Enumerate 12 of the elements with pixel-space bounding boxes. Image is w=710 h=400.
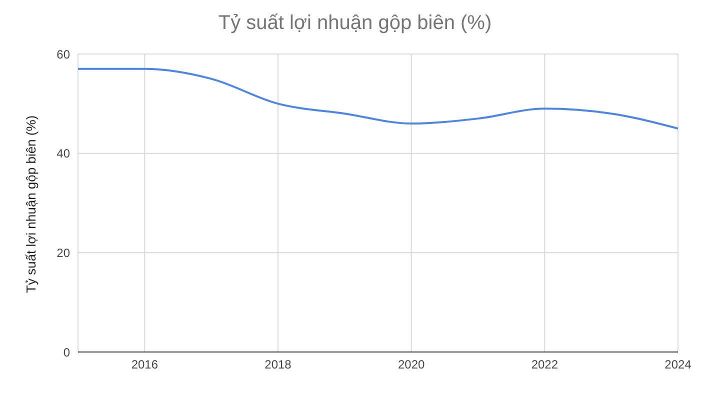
line-series: [78, 68, 678, 130]
y-tick-label: 40: [56, 146, 70, 161]
x-tick-label: 2024: [664, 358, 692, 372]
y-tick-label: 60: [56, 47, 70, 62]
x-tick-label: 2022: [531, 358, 558, 372]
x-tick-label: 2016: [131, 358, 158, 372]
y-tick-label: 20: [56, 246, 70, 260]
y-tick-label: 0: [63, 345, 70, 360]
x-tick-label: 2018: [264, 358, 292, 372]
x-tick-label: 2020: [398, 358, 426, 372]
chart-title: Tỷ suất lợi nhuận gộp biên (%): [217, 11, 493, 36]
y-axis-title: Tỷ suất lợi nhuận gộp biên (%): [24, 115, 39, 293]
